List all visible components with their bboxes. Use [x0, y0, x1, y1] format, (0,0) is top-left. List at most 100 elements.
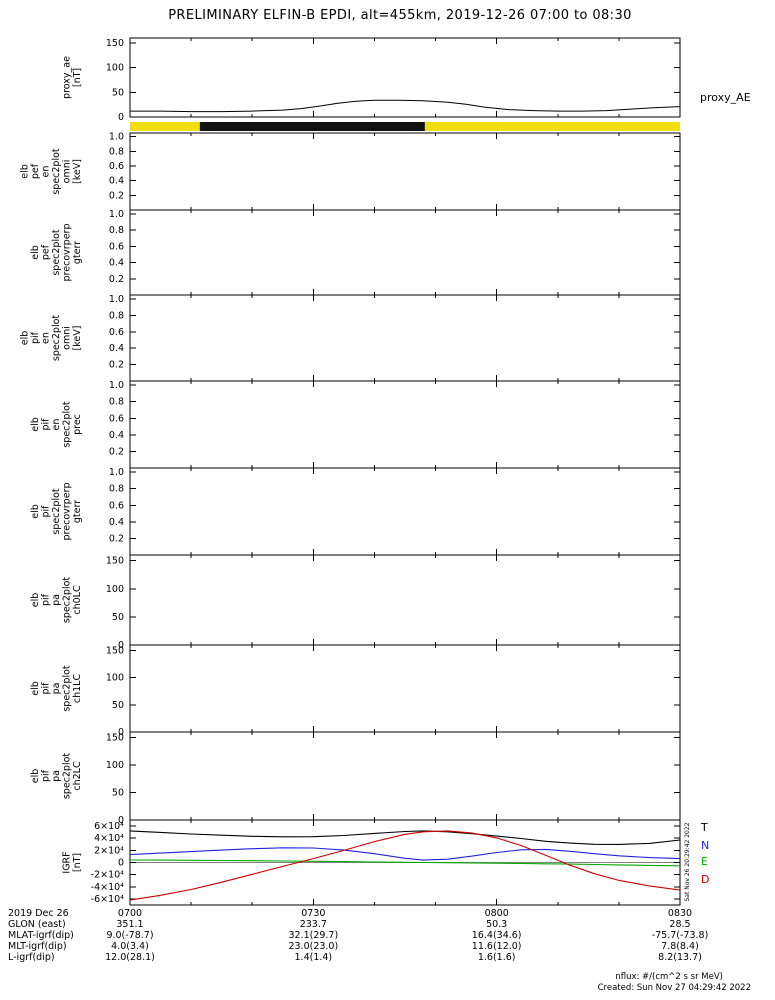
panel-y-label: spec2plot	[62, 577, 73, 624]
y-tick-label: 0.8	[109, 484, 124, 495]
panel-y-label: pa	[51, 594, 62, 606]
y-tick-label: 0.6	[109, 500, 124, 511]
ephemeris-value: 8.2(13.7)	[658, 952, 702, 963]
created-timestamp: Created: Sun Nov 27 04:29:42 2022	[597, 983, 751, 993]
panel-frame-elb_pif_en_spec2plot_prec	[129, 380, 681, 469]
panel-y-label: pif	[41, 682, 52, 695]
panel-y-label: precovrperp	[62, 224, 73, 282]
y-tick-label: 0	[118, 815, 124, 826]
y-tick-label: 50	[112, 612, 124, 623]
proxy-ae-trace-label: proxy_AE	[700, 91, 751, 104]
y-tick-label: 0	[118, 112, 124, 123]
y-tick-label: 50	[112, 788, 124, 799]
legend-E: E	[701, 855, 708, 868]
panel-y-label: spec2plot	[51, 148, 62, 195]
panel-y-label: spec2plot	[51, 315, 62, 362]
date-label: 2019 Dec 26	[8, 908, 69, 919]
trace-igrf-N	[129, 847, 681, 861]
ephemeris-value: 4.0(3.4)	[111, 941, 149, 952]
panel-y-label: [keV]	[72, 326, 83, 351]
panel-y-label: elb	[30, 769, 41, 784]
y-tick-label: 2×10⁴	[94, 845, 124, 856]
trace-igrf-T	[129, 830, 681, 845]
panel-y-label: elb	[30, 593, 41, 608]
panel-frame-elb_pif_pa_spec2plot_ch2LC	[129, 731, 681, 821]
y-tick-label: -4×10⁴	[91, 882, 125, 893]
panel-y-label: precovrperp	[62, 483, 73, 541]
y-tick-label: 1.0	[109, 132, 124, 143]
panel-y-label: omni	[62, 160, 73, 184]
panel-y-label: elb	[30, 417, 41, 432]
y-tick-label: -6×10⁴	[91, 894, 125, 905]
ephemeris-value: 23.0(23.0)	[288, 941, 338, 952]
panel-y-label: pef	[30, 163, 41, 179]
panel-y-label: spec2plot	[51, 488, 62, 535]
y-tick-label: 0.2	[109, 533, 124, 544]
panel-y-label: gterr	[72, 500, 83, 523]
legend-D: D	[701, 873, 709, 886]
legend-N: N	[701, 839, 709, 852]
panel-y-label: pa	[51, 683, 62, 695]
ephemeris-row-label: MLT-igrf(dip)	[8, 941, 67, 952]
legend-T: T	[700, 821, 708, 834]
panel-y-label: [nT]	[72, 68, 83, 87]
panel-y-label: ch2LC	[72, 761, 83, 791]
panel-y-label: elb	[30, 504, 41, 519]
x-tick-label: 0800	[485, 908, 509, 919]
ephemeris-value: 351.1	[116, 919, 143, 930]
panel-frame-elb_pif_pa_spec2plot_ch0LC	[129, 554, 681, 646]
y-tick-label: 100	[106, 673, 124, 684]
y-tick-label: 4×10⁴	[94, 833, 124, 844]
y-tick-label: 6×10⁴	[94, 821, 124, 832]
panel-y-label: spec2plot	[51, 229, 62, 276]
ephemeris-value: 16.4(34.6)	[472, 930, 522, 941]
panel-y-label: pa	[51, 770, 62, 782]
x-tick-label: 0730	[301, 908, 325, 919]
ephemeris-row-label: MLAT-igrf(dip)	[8, 930, 74, 941]
panel-y-label: [keV]	[72, 159, 83, 184]
y-tick-label: 150	[106, 38, 124, 49]
y-tick-label: 0.8	[109, 310, 124, 321]
ephemeris-value: 9.0(-78.7)	[106, 930, 153, 941]
panel-y-label: elb	[20, 331, 31, 346]
ephemeris-row-label: L-igrf(dip)	[8, 952, 55, 963]
x-tick-label: 0700	[118, 908, 142, 919]
y-tick-label: 0.4	[109, 176, 124, 187]
y-tick-label: 150	[106, 645, 124, 656]
flux-units-note: nflux: #/(cm^2 s sr MeV)	[615, 972, 723, 982]
ephemeris-value: 1.6(1.6)	[478, 952, 516, 963]
panel-y-label: [nT]	[72, 853, 83, 872]
panel-y-label: elb	[30, 245, 41, 260]
trace-proxy-ae	[130, 99, 681, 113]
panel-y-label: spec2plot	[62, 753, 73, 800]
y-tick-label: 0.6	[109, 241, 124, 252]
y-tick-label: 0.8	[109, 146, 124, 157]
panel-y-label: pif	[41, 769, 52, 782]
panel-y-label: en	[51, 419, 62, 431]
y-tick-label: 50	[112, 87, 124, 98]
panel-y-label: elb	[30, 681, 41, 696]
panel-y-label: spec2plot	[62, 401, 73, 448]
panel-y-label: pif	[41, 418, 52, 431]
y-tick-label: -2×10⁴	[91, 870, 125, 881]
plot-title: PRELIMINARY ELFIN-B EPDI, alt=455km, 201…	[168, 8, 632, 23]
panel-y-label: pif	[30, 331, 41, 344]
panel-y-label: gterr	[72, 241, 83, 264]
y-tick-label: 0.2	[109, 360, 124, 371]
panel-y-label: spec2plot	[62, 665, 73, 712]
y-tick-label: 150	[106, 556, 124, 567]
y-tick-label: 0.6	[109, 413, 124, 424]
y-tick-label: 1.0	[109, 380, 124, 391]
y-tick-label: 100	[106, 584, 124, 595]
ephemeris-value: 50.3	[486, 919, 507, 930]
ephemeris-row-label: GLON (east)	[8, 919, 66, 930]
y-tick-label: 1.0	[109, 294, 124, 305]
panel-frame-elb_pif_spec2plot_precovrperp_gterr	[129, 467, 681, 556]
y-tick-label: 0.4	[109, 343, 124, 354]
y-tick-label: 0.6	[109, 327, 124, 338]
ephemeris-value: -75.7(-73.8)	[652, 930, 709, 941]
panel-y-label: ch1LC	[72, 674, 83, 704]
panel-frame-elb_pif_pa_spec2plot_ch1LC	[129, 644, 681, 733]
y-tick-label: 0.6	[109, 161, 124, 172]
